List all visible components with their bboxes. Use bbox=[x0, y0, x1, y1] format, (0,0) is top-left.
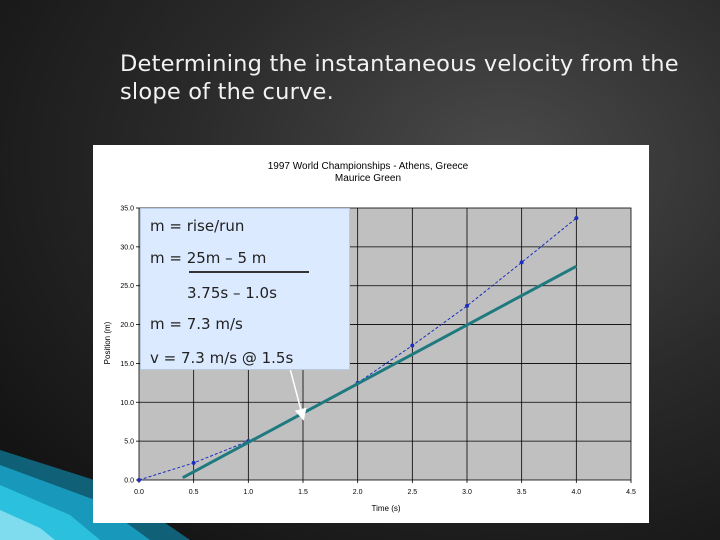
x-tick-label: 0.5 bbox=[189, 489, 199, 496]
chart-subtitle: Maurice Green bbox=[335, 173, 401, 184]
y-tick-label: 5.0 bbox=[124, 439, 134, 446]
position-data-point bbox=[574, 216, 579, 221]
y-tick-label: 30.0 bbox=[120, 244, 134, 251]
x-tick-label: 4.5 bbox=[626, 489, 636, 496]
position-data-point bbox=[519, 260, 524, 265]
x-axis-label: Time (s) bbox=[371, 504, 400, 513]
x-tick-label: 1.0 bbox=[243, 489, 253, 496]
callout-line-run: 3.75s – 1.0s bbox=[187, 284, 277, 302]
y-tick-label: 0.0 bbox=[124, 478, 134, 485]
chart-title: 1997 World Championships - Athens, Greec… bbox=[268, 161, 469, 172]
x-tick-label: 0.0 bbox=[134, 489, 144, 496]
x-tick-label: 3.0 bbox=[462, 489, 472, 496]
fraction-bar bbox=[189, 271, 309, 273]
y-tick-label: 35.0 bbox=[120, 206, 134, 213]
tangent-line bbox=[182, 264, 578, 479]
y-tick-label: 10.0 bbox=[120, 400, 134, 407]
x-tick-label: 2.5 bbox=[407, 489, 417, 496]
y-tick-label: 25.0 bbox=[120, 283, 134, 290]
position-data-point bbox=[191, 460, 196, 465]
x-tick-label: 3.5 bbox=[517, 489, 527, 496]
y-tick-label: 15.0 bbox=[120, 361, 134, 368]
x-tick-label: 1.5 bbox=[298, 489, 308, 496]
y-tick-label: 20.0 bbox=[120, 322, 134, 329]
x-tick-label: 2.0 bbox=[353, 489, 363, 496]
position-data-point bbox=[465, 303, 469, 308]
position-data-point bbox=[410, 343, 415, 348]
x-tick-label: 4.0 bbox=[571, 489, 581, 496]
slide-title: Determining the instantaneous velocity f… bbox=[120, 51, 679, 105]
callout-line-rise-run: m = rise/run bbox=[150, 217, 245, 235]
slope-callout: m = rise/run m = 25m – 5 m 3.75s – 1.0s … bbox=[140, 208, 350, 370]
chart-frame: 0.0 0.5 1.0 1.5 2.0 2.5 3.0 3.5 4.0 4.5 0.0 5.0 10.0… bbox=[93, 145, 649, 523]
callout-line-slope: m = 7.3 m/s bbox=[150, 315, 243, 333]
callout-line-velocity: v = 7.3 m/s @ 1.5s bbox=[150, 349, 294, 367]
callout-line-rise: m = 25m – 5 m bbox=[150, 249, 267, 267]
y-axis-label: Position (m) bbox=[103, 321, 112, 364]
position-data-point bbox=[137, 478, 141, 482]
